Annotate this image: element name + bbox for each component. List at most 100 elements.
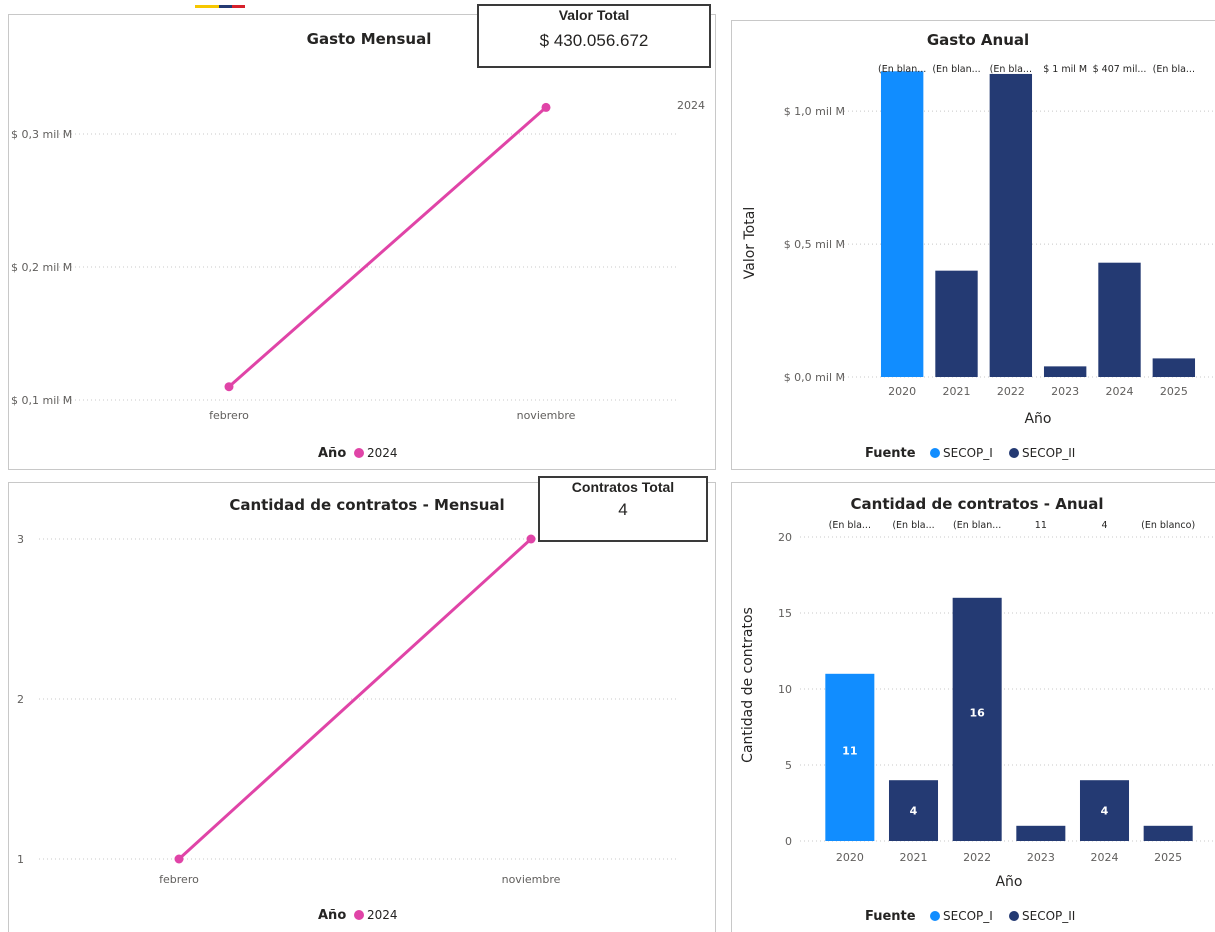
x-tick-label: febrero (209, 409, 249, 422)
top-data-label: (En bla... (829, 520, 871, 531)
x-tick-label: 2021 (900, 851, 928, 864)
legend-title: Año (318, 908, 346, 923)
y-tick-label: 1 (17, 853, 24, 866)
data-point[interactable] (541, 102, 551, 112)
legend-item-secop-i[interactable]: SECOP_I (943, 909, 993, 923)
bar-2020[interactable] (880, 71, 924, 377)
logo-stripe-3 (232, 5, 245, 8)
chart-title: Gasto Anual (927, 31, 1029, 49)
y-tick-label: 15 (778, 607, 792, 620)
top-data-label: (En bla... (892, 520, 934, 531)
valor-total-label: Valor Total (558, 7, 630, 23)
x-tick-label: 2021 (943, 385, 971, 398)
chart-title: Cantidad de contratos - Anual (851, 495, 1104, 513)
x-tick-label: 2020 (836, 851, 864, 864)
legend-item-secop-ii[interactable]: SECOP_II (1022, 909, 1075, 923)
contratos-anual-panel[interactable]: Cantidad de contratos - Anual 0 5 10 15 20 202… (731, 482, 1215, 932)
y-tick-label: 2 (17, 693, 24, 706)
top-data-label: 4 (1101, 520, 1107, 531)
gasto-anual-panel[interactable]: Gasto Anual $ 0,0 mil M $ 0,5 mil M $ 1,0 m… (731, 20, 1215, 470)
legend-marker-secop-ii (1009, 911, 1019, 921)
x-tick-label: 2022 (963, 851, 991, 864)
y-tick-label: $ 0,3 mil M (11, 128, 72, 141)
data-point[interactable] (224, 382, 234, 392)
y-tick-label: $ 0,0 mil M (784, 371, 845, 384)
chart-title: Cantidad de contratos - Mensual (229, 496, 504, 514)
y-tick-label: $ 1,0 mil M (784, 105, 845, 118)
legend-title: Año (318, 446, 346, 461)
y-axis-title: Cantidad de contratos (740, 607, 756, 763)
series-line (177, 537, 533, 861)
x-tick-label: 2025 (1160, 385, 1188, 398)
bar-2022[interactable] (989, 73, 1033, 377)
bar-2021[interactable] (935, 270, 978, 377)
contratos-total-card[interactable]: Contratos Total 4 (538, 476, 708, 542)
top-data-label: (En blanco) (1141, 520, 1195, 531)
x-tick-label: 2025 (1154, 851, 1182, 864)
legend-item[interactable]: 2024 (367, 446, 398, 460)
data-point[interactable] (526, 534, 536, 544)
x-tick-label: 2024 (1106, 385, 1134, 398)
legend-item[interactable]: 2024 (367, 908, 398, 922)
x-axis-title: Año (995, 874, 1022, 890)
bar-2023[interactable] (1043, 366, 1087, 377)
top-data-label: $ 1 mil M (1043, 64, 1087, 75)
bar-2023[interactable] (1016, 825, 1066, 841)
contratos-anual-chart: Cantidad de contratos - Anual05101520202… (740, 495, 1215, 924)
top-data-label: (En bla... (1153, 64, 1195, 75)
chart-title: Gasto Mensual (307, 30, 432, 48)
y-tick-label: 3 (17, 533, 24, 546)
bar-2025[interactable] (1152, 358, 1196, 377)
data-point[interactable] (174, 854, 184, 864)
bar-2021[interactable] (888, 780, 939, 841)
legend-marker-secop-i (930, 911, 940, 921)
x-tick-label: 2020 (888, 385, 916, 398)
inner-data-label: 4 (910, 805, 918, 818)
contratos-total-label: Contratos Total (571, 479, 675, 495)
y-tick-label: 5 (785, 759, 792, 772)
bar-2025[interactable] (1143, 825, 1193, 841)
bar-2024[interactable] (1098, 262, 1141, 377)
x-tick-label: 2024 (1091, 851, 1119, 864)
valor-total-card[interactable]: Valor Total $ 430.056.672 (477, 4, 711, 68)
legend-item-secop-ii[interactable]: SECOP_II (1022, 446, 1075, 460)
top-data-label: (En blan... (878, 64, 926, 75)
logo-stripe-2 (219, 5, 232, 8)
gasto-mensual-panel[interactable]: Gasto Mensual $ 0,1 mil M $ 0,2 mil M $ 0,3… (8, 14, 716, 470)
legend-item-secop-i[interactable]: SECOP_I (943, 446, 993, 460)
valor-total-value: $ 430.056.672 (539, 31, 649, 50)
x-tick-label: 2023 (1051, 385, 1079, 398)
y-tick-label: $ 0,5 mil M (784, 238, 845, 251)
legend-title: Fuente (865, 909, 916, 924)
logo-stripe-1 (195, 5, 219, 8)
gasto-mensual-chart: Gasto Mensual $ 0,1 mil M $ 0,2 mil M $ 0,3… (11, 30, 705, 461)
y-tick-label: $ 0,2 mil M (11, 261, 72, 274)
contratos-mensual-panel[interactable]: Cantidad de contratos - Mensual 1 2 3 febrer… (8, 482, 716, 932)
series-line (228, 106, 547, 388)
series-end-label: 2024 (677, 99, 705, 112)
inner-data-label: 11 (842, 744, 857, 757)
legend-marker (354, 448, 364, 458)
bar-2024[interactable] (1079, 780, 1130, 841)
y-tick-label: 20 (778, 531, 792, 544)
gasto-anual-chart: Gasto Anual $ 0,0 mil M $ 0,5 mil M $ 1,0 m… (742, 31, 1215, 461)
y-tick-label: 0 (785, 835, 792, 848)
top-data-label: $ 407 mil... (1093, 64, 1147, 75)
contratos-mensual-chart: Cantidad de contratos - Mensual 1 2 3 febrer… (17, 496, 677, 923)
x-tick-label: 2022 (997, 385, 1025, 398)
top-data-label: 11 (1035, 520, 1047, 531)
y-tick-label: $ 0,1 mil M (11, 394, 72, 407)
y-tick-label: 10 (778, 683, 792, 696)
legend-marker (354, 910, 364, 920)
x-tick-label: noviembre (502, 873, 561, 886)
bar-2020[interactable] (825, 673, 875, 841)
x-tick-label: noviembre (517, 409, 576, 422)
inner-data-label: 16 (970, 706, 986, 719)
legend-marker-secop-i (930, 448, 940, 458)
x-axis-title: Año (1024, 411, 1051, 427)
legend-title: Fuente (865, 446, 916, 461)
top-data-label: (En blan... (953, 520, 1001, 531)
bar-2022[interactable] (952, 597, 1002, 841)
contratos-total-value: 4 (618, 500, 628, 519)
top-data-label: (En bla... (990, 64, 1032, 75)
